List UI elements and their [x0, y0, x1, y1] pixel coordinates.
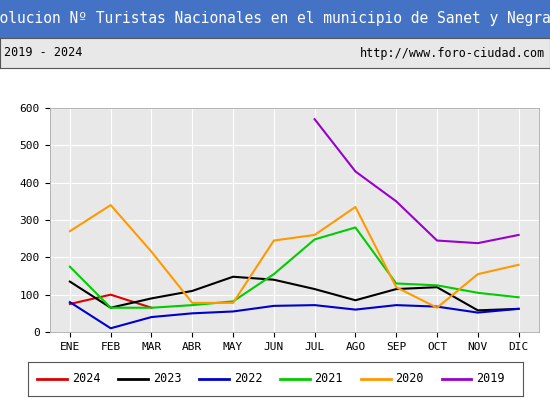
- Text: http://www.foro-ciudad.com: http://www.foro-ciudad.com: [360, 46, 546, 60]
- Text: 2022: 2022: [234, 372, 262, 386]
- Text: Evolucion Nº Turistas Nacionales en el municipio de Sanet y Negrals: Evolucion Nº Turistas Nacionales en el m…: [0, 12, 550, 26]
- Text: 2023: 2023: [153, 372, 182, 386]
- Text: 2019: 2019: [476, 372, 505, 386]
- Text: 2021: 2021: [315, 372, 343, 386]
- Text: 2019 - 2024: 2019 - 2024: [4, 46, 83, 60]
- Text: 2024: 2024: [72, 372, 101, 386]
- Text: 2020: 2020: [395, 372, 424, 386]
